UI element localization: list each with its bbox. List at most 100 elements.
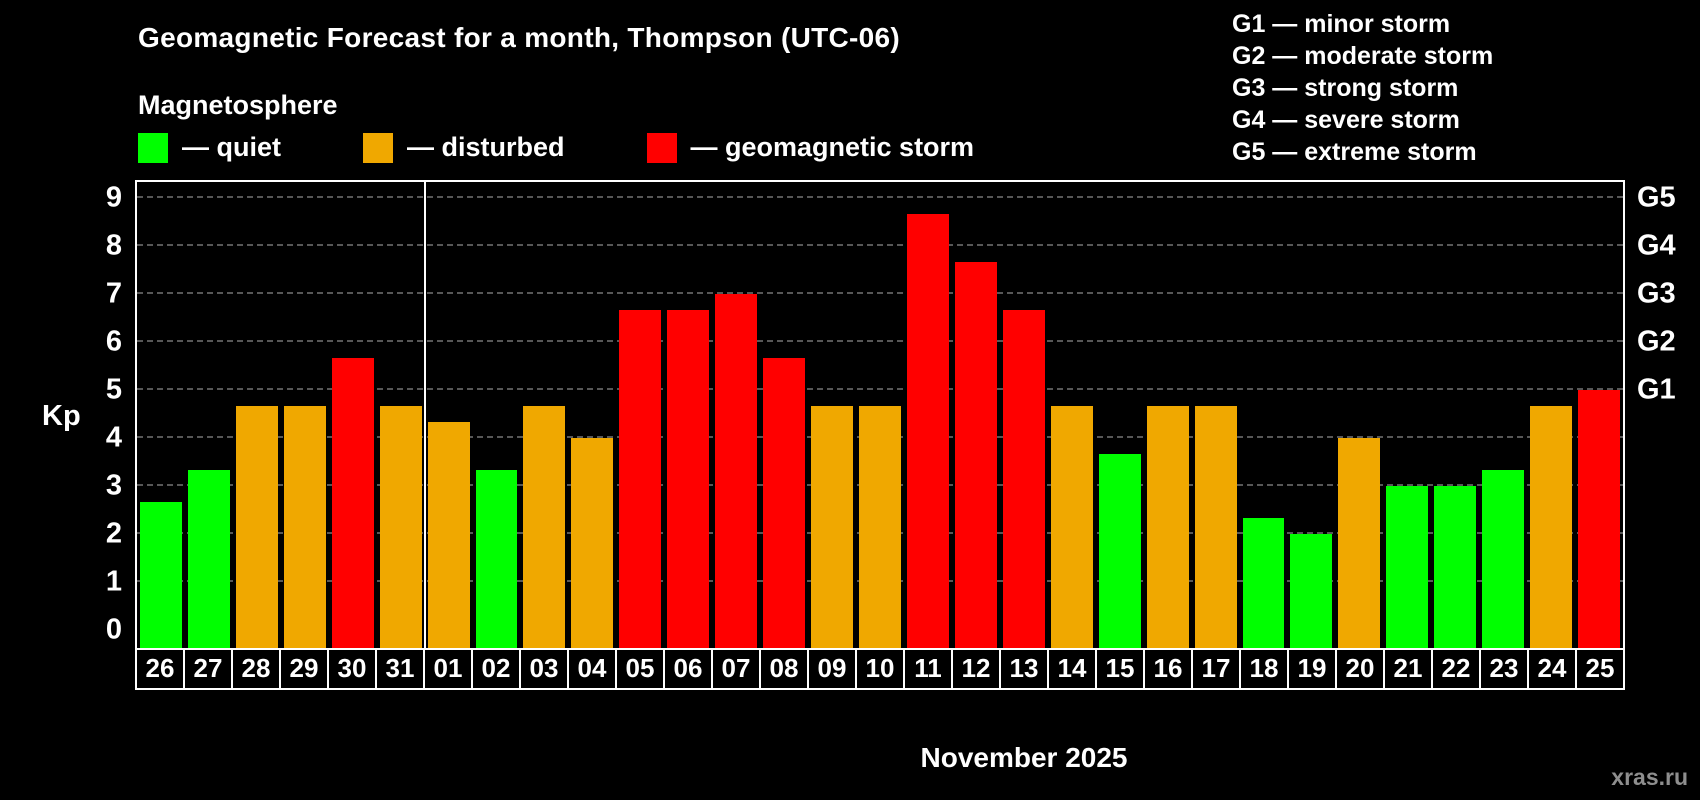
date-label: 21 bbox=[1383, 648, 1433, 690]
bar bbox=[763, 357, 806, 648]
bar bbox=[1242, 518, 1285, 648]
gridline bbox=[137, 196, 1623, 198]
bar bbox=[523, 405, 566, 648]
bar bbox=[1002, 309, 1045, 648]
month-separator bbox=[423, 182, 426, 648]
bar bbox=[715, 294, 758, 648]
y-tick-label: 0 bbox=[105, 613, 122, 646]
g3-legend-line: G3 — strong storm bbox=[1232, 74, 1459, 102]
bar bbox=[954, 261, 997, 648]
y-tick-label: 9 bbox=[105, 181, 122, 214]
bar bbox=[1290, 534, 1333, 648]
bar bbox=[1338, 438, 1381, 648]
status-legend: — quiet — disturbed — geomagnetic storm bbox=[138, 132, 1056, 163]
gridline bbox=[137, 388, 1623, 390]
date-label: 19 bbox=[1287, 648, 1337, 690]
quiet-legend-label: — quiet bbox=[182, 132, 281, 162]
y-tick-label: 6 bbox=[105, 325, 122, 358]
month-label: November 2025 bbox=[920, 742, 1128, 773]
date-label: 27 bbox=[183, 648, 233, 690]
bar bbox=[235, 405, 278, 648]
g5-legend-line: G5 — extreme storm bbox=[1232, 138, 1477, 166]
date-label: 18 bbox=[1239, 648, 1289, 690]
g-scale-legend: G1 — minor storm G2 — moderate storm G3 … bbox=[1232, 8, 1493, 168]
bar bbox=[619, 309, 662, 648]
date-label: 14 bbox=[1047, 648, 1097, 690]
bar bbox=[1434, 486, 1477, 648]
bar bbox=[1050, 405, 1093, 648]
disturbed-swatch bbox=[363, 132, 393, 163]
date-label: 22 bbox=[1431, 648, 1481, 690]
g-tick-label: G4 bbox=[1637, 229, 1676, 262]
bar bbox=[1578, 390, 1620, 648]
watermark: xras.ru bbox=[1611, 764, 1688, 790]
date-label: 26 bbox=[135, 648, 185, 690]
y-tick-label: 4 bbox=[105, 421, 122, 454]
quiet-swatch bbox=[138, 132, 168, 163]
storm-swatch bbox=[646, 132, 677, 163]
y-tick-label: 1 bbox=[105, 565, 122, 598]
date-label: 12 bbox=[951, 648, 1001, 690]
g2-legend-line: G2 — moderate storm bbox=[1232, 42, 1494, 70]
date-label: 05 bbox=[615, 648, 665, 690]
bar bbox=[1146, 405, 1189, 648]
bar bbox=[283, 405, 326, 648]
date-label: 29 bbox=[279, 648, 329, 690]
gridline bbox=[137, 244, 1623, 246]
bar bbox=[140, 501, 182, 648]
date-label: 03 bbox=[519, 648, 569, 690]
bar bbox=[475, 470, 518, 648]
g-tick-label: G3 bbox=[1637, 277, 1676, 310]
bar bbox=[187, 470, 230, 648]
page-title: Geomagnetic Forecast for a month, Thomps… bbox=[138, 22, 901, 53]
date-label: 24 bbox=[1527, 648, 1577, 690]
g4-legend-line: G4 — severe storm bbox=[1232, 106, 1460, 134]
date-axis: 26 27 28 29 30 31 01 02 03 04 05 06 07 08 09 10 11 12 13 14… bbox=[135, 648, 1625, 690]
bar bbox=[1194, 405, 1237, 648]
bar bbox=[906, 213, 949, 648]
bar bbox=[1098, 453, 1141, 648]
bar bbox=[379, 405, 422, 648]
bar bbox=[859, 405, 901, 648]
date-label: 17 bbox=[1191, 648, 1241, 690]
gridline bbox=[137, 340, 1623, 342]
kp-axis-label: Kp bbox=[42, 400, 81, 432]
bar bbox=[1482, 470, 1525, 648]
date-label: 01 bbox=[423, 648, 473, 690]
date-label: 09 bbox=[807, 648, 857, 690]
bar bbox=[1386, 486, 1429, 648]
gridline bbox=[137, 292, 1623, 294]
date-label: 13 bbox=[999, 648, 1049, 690]
bar bbox=[571, 438, 614, 648]
date-label: 02 bbox=[471, 648, 521, 690]
bar bbox=[811, 405, 854, 648]
date-label: 28 bbox=[231, 648, 281, 690]
g1-legend-line: G1 — minor storm bbox=[1232, 10, 1451, 38]
date-label: 06 bbox=[663, 648, 713, 690]
bar bbox=[667, 309, 710, 648]
y-tick-label: 3 bbox=[105, 469, 122, 502]
y-tick-label: 7 bbox=[105, 277, 122, 310]
y-tick-label: 2 bbox=[105, 517, 122, 550]
date-label: 30 bbox=[327, 648, 377, 690]
date-label: 10 bbox=[855, 648, 905, 690]
date-label: 20 bbox=[1335, 648, 1385, 690]
g-tick-label: G2 bbox=[1637, 325, 1676, 358]
bar bbox=[427, 422, 470, 648]
date-label: 15 bbox=[1095, 648, 1145, 690]
date-label: 25 bbox=[1575, 648, 1625, 690]
y-tick-label: 8 bbox=[105, 229, 122, 262]
bar bbox=[1530, 405, 1573, 648]
plot-area bbox=[135, 180, 1625, 650]
date-label: 16 bbox=[1143, 648, 1193, 690]
date-label: 23 bbox=[1479, 648, 1529, 690]
date-label: 07 bbox=[711, 648, 761, 690]
storm-legend-label: — geomagnetic storm bbox=[690, 132, 975, 162]
date-label: 08 bbox=[759, 648, 809, 690]
date-label: 04 bbox=[567, 648, 617, 690]
date-label: 31 bbox=[375, 648, 425, 690]
magnetosphere-label: Magnetosphere bbox=[138, 90, 338, 120]
disturbed-legend-label: — disturbed bbox=[407, 132, 565, 162]
date-label: 11 bbox=[903, 648, 953, 690]
